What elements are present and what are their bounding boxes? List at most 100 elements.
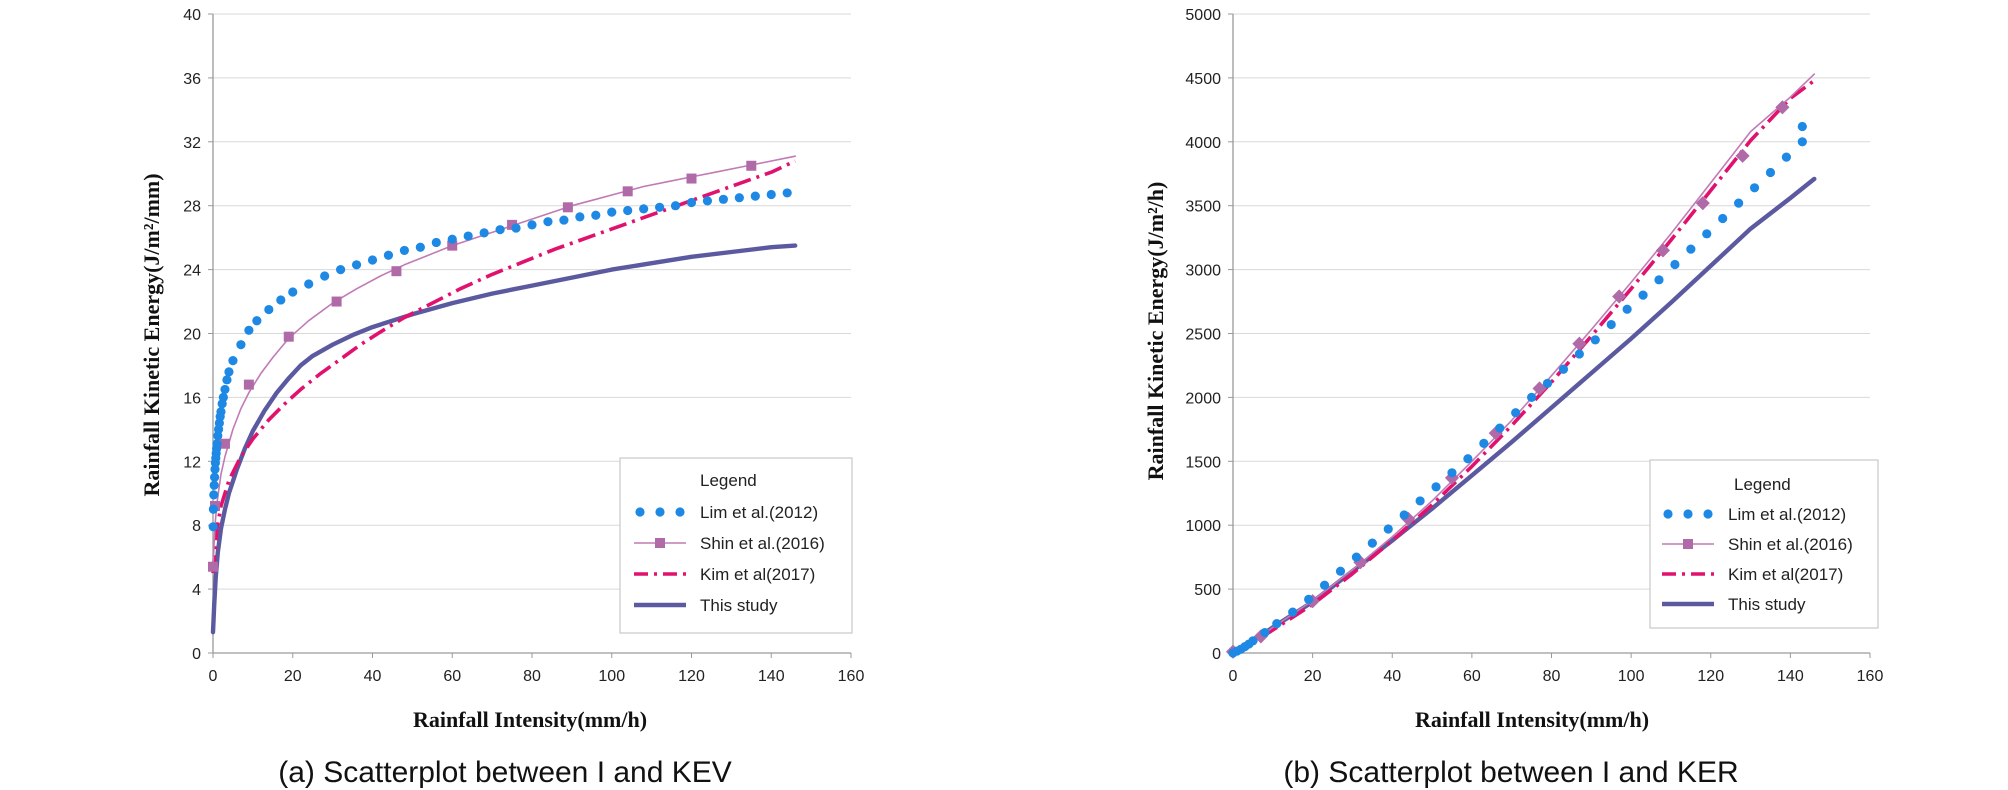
chart-b-lim-point	[1479, 438, 1489, 449]
chart-a-x-tick-label: 0	[209, 668, 218, 685]
chart-b-x-tick-label: 100	[1618, 668, 1645, 685]
chart-a-y-tick-label: 28	[183, 199, 201, 216]
chart-a-shin-marker	[243, 379, 254, 390]
chart-a-lim-point	[228, 356, 238, 366]
chart-a-legend-shin-marker	[655, 538, 665, 548]
chart-a-shin-marker	[686, 173, 697, 184]
chart-a-legend-label: This study	[700, 596, 778, 615]
chart-b-lim-point	[1319, 580, 1330, 590]
chart-a-lim-point	[320, 271, 330, 281]
chart-b-lim-point	[1304, 594, 1314, 604]
chart-a-legend-label: Lim et al.(2012)	[700, 503, 818, 522]
chart-b-lim-point	[1272, 619, 1282, 629]
chart-a-shin-marker	[331, 296, 342, 307]
chart-a-lim-point	[511, 223, 521, 233]
chart-b-lim-point	[1654, 275, 1664, 285]
chart-a-lim-point	[431, 237, 441, 248]
chart-a-lim-point	[236, 340, 246, 350]
chart-b-lim-point	[1797, 121, 1807, 132]
chart-b: 0500100015002000250030003500400045005000…	[1143, 7, 1883, 789]
chart-a-legend-label: Kim et al(2017)	[700, 565, 815, 584]
chart-a-lim-point	[304, 279, 314, 289]
chart-b-shin-line	[1232, 73, 1816, 654]
chart-a-legend-lim-symbol	[655, 507, 665, 517]
chart-b-legend-label: This study	[1728, 595, 1806, 614]
chart-b-lim-point	[1702, 229, 1712, 239]
chart-b-x-axis-title: Rainfall Intensity(mm/h)	[1415, 707, 1649, 732]
chart-b-lim-point	[1797, 137, 1807, 147]
chart-b-lim-point	[1431, 482, 1441, 492]
chart-b-y-tick-label: 4500	[1185, 71, 1221, 88]
chart-b-y-tick-label: 3000	[1185, 263, 1221, 280]
chart-a-x-tick-label: 100	[598, 668, 625, 685]
chart-b-y-tick-labels: 0 500 1000 1500 2000 2500 3000 3500 4000 4500 5000	[1185, 7, 1221, 663]
chart-a-lim-point	[543, 217, 553, 227]
chart-b-y-tick-label: 3500	[1185, 199, 1221, 216]
chart-a-lim-point	[623, 205, 633, 216]
chart-b-x-tick-labels: 0 20 40 60 80 100 120 140 160	[1229, 668, 1884, 685]
chart-b-x-tick-label: 120	[1697, 668, 1724, 685]
chart-a-shin-marker	[507, 219, 518, 230]
chart-a-gridlines	[213, 13, 851, 590]
chart-a-shin-marker	[391, 266, 402, 277]
chart-a-y-tick-label: 16	[183, 390, 201, 407]
chart-a-lim-point	[527, 220, 537, 230]
chart-b-x-tick-label: 160	[1857, 668, 1884, 685]
chart-b-lim-point	[1781, 152, 1791, 162]
chart-b-legend-label: Shin et al.(2016)	[1728, 535, 1853, 554]
chart-a-lim-point	[367, 255, 378, 265]
chart-b-series	[1225, 73, 1817, 659]
chart-a-lim-point	[559, 215, 569, 225]
chart-a-this-line	[210, 243, 798, 635]
chart-b-lim-point	[1734, 198, 1744, 208]
chart-b-lim-point	[1542, 378, 1553, 388]
chart-b-x-tick-label: 140	[1777, 668, 1804, 685]
chart-b-x-tick-label: 80	[1543, 668, 1561, 685]
chart-b-lim-point	[1638, 290, 1648, 300]
chart-a-shin-marker	[208, 561, 218, 572]
chart-b-lim-point	[1288, 607, 1298, 617]
chart-a-lim-point	[209, 480, 219, 490]
chart-a-lim-point	[218, 392, 228, 402]
chart-b-legend-lim-symbol	[1703, 509, 1713, 519]
chart-a-lim-point	[222, 375, 232, 385]
chart-b-lim-point	[1367, 538, 1377, 548]
chart-b-lim-point	[1495, 423, 1505, 433]
chart-b-legend: Legend Lim et al.(2012) Shin et al.(2016)…	[1649, 459, 1879, 629]
chart-a-y-axis-title: Rainfall Kinetic Energy(J/m²/mm)	[139, 173, 164, 496]
chart-a-lim-point	[702, 196, 713, 206]
chart-b-lim-point	[1399, 510, 1409, 520]
chart-a-lim-point	[415, 242, 425, 252]
chart-a-y-tick-label: 12	[183, 454, 201, 471]
chart-a-lim-point	[782, 188, 792, 198]
chart-b-lim-point	[1686, 244, 1696, 254]
chart-a-legend-lim-symbol	[635, 507, 645, 517]
chart-a-y-tick-label: 4	[192, 582, 201, 599]
chart-b-x-tick-label: 40	[1383, 668, 1401, 685]
chart-a-x-tick-label: 160	[838, 668, 865, 685]
chart-b-y-tick-label: 0	[1212, 646, 1221, 663]
chart-b-legend-label: Kim et al(2017)	[1728, 565, 1843, 584]
chart-a-x-tick-label: 60	[443, 668, 461, 685]
chart-b-y-tick-label: 5000	[1185, 7, 1221, 24]
chart-a-y-tick-label: 40	[183, 7, 201, 24]
chart-a-y-tick-label: 20	[183, 327, 201, 344]
chart-b-lim-point	[1670, 259, 1680, 270]
chart-b-y-tick-label: 2500	[1185, 327, 1221, 344]
chart-a-lim-point	[209, 490, 219, 500]
chart-a-lim-point	[336, 265, 346, 275]
chart-b-x-tick-label: 0	[1229, 668, 1238, 685]
chart-b-y-tick-label: 2000	[1185, 390, 1221, 407]
chart-b-y-tick-label: 500	[1194, 582, 1221, 599]
chart-a-shin-marker	[447, 240, 458, 251]
chart-b-x-tick-label: 20	[1304, 668, 1322, 685]
chart-b-shin-marker	[1532, 381, 1547, 396]
chart-b-lim-point	[1463, 454, 1473, 464]
chart-b-shin-marker	[1655, 243, 1671, 258]
chart-a-x-axis-title: Rainfall Intensity(mm/h)	[413, 707, 647, 732]
chart-a-series	[208, 155, 798, 635]
chart-a-x-tick-label: 120	[678, 668, 705, 685]
chart-a-lim-point	[734, 193, 744, 203]
chart-a-legend-label: Shin et al.(2016)	[700, 534, 825, 553]
chart-b-legend-shin-marker	[1683, 539, 1693, 549]
